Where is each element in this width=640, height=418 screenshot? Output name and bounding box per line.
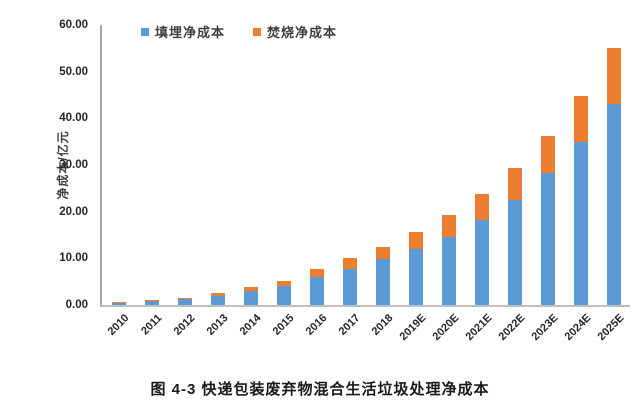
bar-landfill-2024E: [573, 141, 588, 305]
y-axis: 0.00 10.00 20.00 30.00 40.00 50.00 60.00: [0, 19, 88, 311]
bar-landfill-2010: [111, 302, 126, 305]
bar-incineration-2016: [309, 268, 324, 277]
bar-incineration-2019E: [408, 232, 423, 249]
bar-incineration-2018: [375, 246, 390, 260]
bar-incineration-2012: [177, 297, 192, 299]
bar-landfill-2017: [342, 269, 357, 305]
bar-landfill-2023E: [540, 173, 555, 305]
bar-landfill-2015: [276, 286, 291, 305]
y-tick-label: 0.00: [65, 299, 88, 311]
bar-landfill-2012: [177, 298, 192, 305]
bar-landfill-2013: [210, 295, 225, 305]
y-tick-label: 60.00: [59, 19, 88, 31]
bar-incineration-2010: [111, 301, 126, 303]
y-tick-label: 50.00: [59, 65, 88, 78]
bar-incineration-2015: [276, 280, 291, 287]
y-tick-label: 40.00: [59, 112, 88, 125]
bar-landfill-2016: [309, 277, 324, 305]
y-tick-label: 20.00: [59, 205, 88, 218]
bar-incineration-2025E: [606, 48, 621, 105]
legend-item-incineration: 焚烧净成本: [253, 22, 337, 41]
bar-landfill-2014: [243, 291, 258, 305]
plot-area: 2010 2011 2012 2013 2014 2015 2016 2017 2018 2019…: [100, 25, 630, 343]
bar-landfill-2022E: [507, 199, 522, 305]
bar-incineration-2022E: [507, 167, 522, 200]
bar-incineration-2014: [243, 287, 258, 292]
bar-incineration-2013: [210, 292, 225, 296]
bar-landfill-2018: [375, 259, 390, 305]
figure-caption: 图 4-3 快递包装废弃物混合生活垃圾处理净成本: [150, 381, 490, 398]
bar-incineration-2017: [342, 258, 357, 270]
bar-landfill-2019E: [408, 248, 423, 305]
legend-swatch-incineration: [253, 27, 262, 36]
legend-item-landfill: 填埋净成本: [141, 22, 225, 41]
y-tick-label: 30.00: [59, 159, 88, 171]
bar-incineration-2024E: [573, 95, 588, 142]
bar-landfill-2021E: [474, 220, 489, 305]
legend-label-incineration: 焚烧净成本: [267, 25, 338, 40]
bar-incineration-2011: [144, 300, 159, 302]
legend-swatch-landfill: [141, 27, 149, 36]
bar-landfill-2011: [144, 301, 159, 305]
bar-landfill-2025E: [606, 104, 621, 305]
legend: 填埋净成本 焚烧净成本: [141, 22, 337, 41]
bar-incineration-2023E: [540, 136, 555, 174]
legend-label-landfill: 填埋净成本: [155, 25, 226, 40]
bar-incineration-2021E: [474, 193, 489, 221]
bar-incineration-2020E: [441, 214, 456, 237]
bar-landfill-2020E: [441, 236, 456, 305]
y-tick-label: 10.00: [59, 252, 88, 265]
